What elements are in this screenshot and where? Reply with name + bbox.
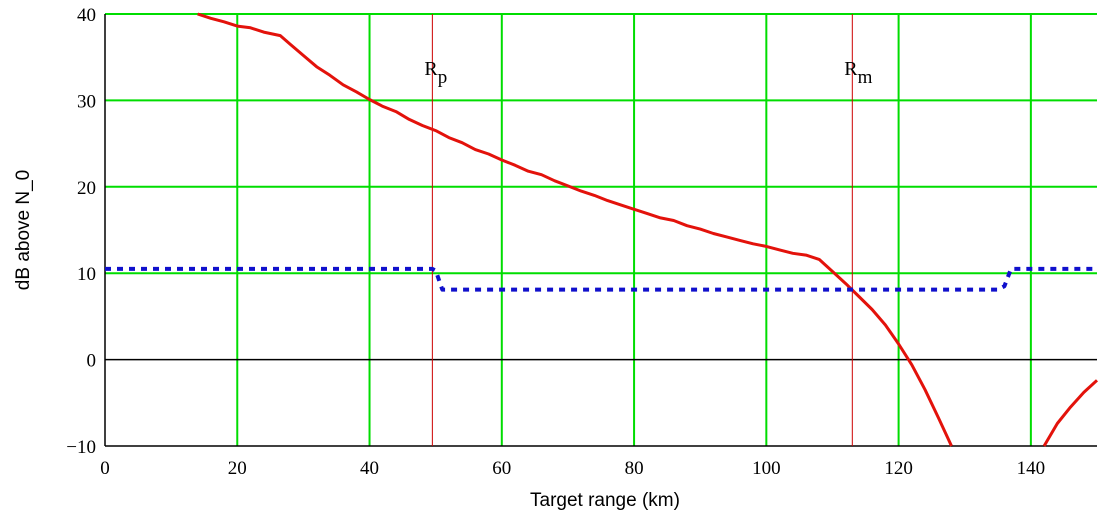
- ref-label-p: Rp: [424, 58, 447, 88]
- x-tick-140: 140: [1017, 458, 1046, 479]
- reference-lines: Rp Rm: [424, 14, 873, 446]
- x-tick-60: 60: [492, 458, 511, 479]
- y-tick-10: 10: [77, 264, 96, 285]
- y-tick-labels: 40 30 20 10 0 −10: [66, 5, 96, 458]
- x-tick-labels: 0 20 40 60 80 100 120 140: [100, 458, 1045, 479]
- x-tick-80: 80: [625, 458, 644, 479]
- x-tick-0: 0: [100, 458, 110, 479]
- plot-frame: [104, 14, 1097, 447]
- y-tick-30: 30: [77, 91, 96, 112]
- y-tick--10: −10: [66, 437, 96, 458]
- x-axis-label: Target range (km): [530, 490, 680, 511]
- y-tick-20: 20: [77, 178, 96, 199]
- x-tick-40: 40: [360, 458, 379, 479]
- series-line-3: [105, 266, 1097, 292]
- y-tick-0: 0: [87, 351, 97, 372]
- x-tick-20: 20: [228, 458, 247, 479]
- grid-lines: [105, 13, 1097, 446]
- series-group: [105, 12, 1099, 447]
- x-tick-100: 100: [752, 458, 781, 479]
- y-tick-40: 40: [77, 5, 96, 26]
- x-tick-120: 120: [884, 458, 913, 479]
- ref-label-m: Rm: [844, 58, 872, 88]
- y-axis-label: dB above N_0: [13, 170, 34, 290]
- series-line-1: [197, 12, 953, 447]
- series-line-2: [1042, 379, 1099, 447]
